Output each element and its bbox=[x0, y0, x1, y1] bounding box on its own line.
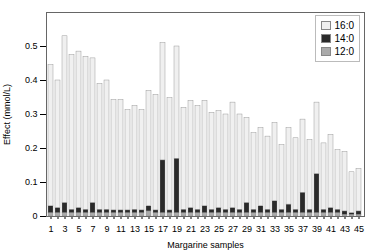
html-text:12:0: 12:0 bbox=[334, 46, 354, 57]
html-text:14:0: 14:0 bbox=[334, 33, 354, 44]
svg-text:41: 41 bbox=[326, 224, 336, 234]
svg-text:5: 5 bbox=[76, 224, 81, 234]
svg-text:1: 1 bbox=[48, 224, 53, 234]
svg-text:39: 39 bbox=[312, 224, 322, 234]
svg-text:43: 43 bbox=[340, 224, 350, 234]
svg-text:25: 25 bbox=[214, 224, 224, 234]
svg-text:21: 21 bbox=[186, 224, 196, 234]
svg-text:15: 15 bbox=[144, 224, 154, 234]
html-text:16:0: 16:0 bbox=[334, 20, 354, 31]
svg-text:37: 37 bbox=[298, 224, 308, 234]
svg-text:17: 17 bbox=[158, 224, 168, 234]
svg-text:Effect (mmol/L): Effect (mmol/L) bbox=[2, 84, 12, 145]
svg-text:35: 35 bbox=[284, 224, 294, 234]
svg-text:0.5: 0.5 bbox=[25, 41, 38, 51]
svg-text:0.4: 0.4 bbox=[25, 75, 38, 85]
svg-text:31: 31 bbox=[256, 224, 266, 234]
svg-text:27: 27 bbox=[228, 224, 238, 234]
svg-text:3: 3 bbox=[62, 224, 67, 234]
svg-text:7: 7 bbox=[90, 224, 95, 234]
svg-text:0.1: 0.1 bbox=[25, 177, 38, 187]
svg-text:0.3: 0.3 bbox=[25, 109, 38, 119]
svg-text:29: 29 bbox=[242, 224, 252, 234]
svg-text:9: 9 bbox=[104, 224, 109, 234]
svg-text:13: 13 bbox=[130, 224, 140, 234]
svg-text:0.2: 0.2 bbox=[25, 143, 38, 153]
svg-text:23: 23 bbox=[200, 224, 210, 234]
svg-text:19: 19 bbox=[172, 224, 182, 234]
svg-text:11: 11 bbox=[116, 224, 125, 234]
svg-text:Margarine samples: Margarine samples bbox=[167, 240, 244, 250]
svg-text:45: 45 bbox=[354, 224, 364, 234]
svg-text:0: 0 bbox=[32, 211, 37, 221]
svg-text:33: 33 bbox=[270, 224, 280, 234]
